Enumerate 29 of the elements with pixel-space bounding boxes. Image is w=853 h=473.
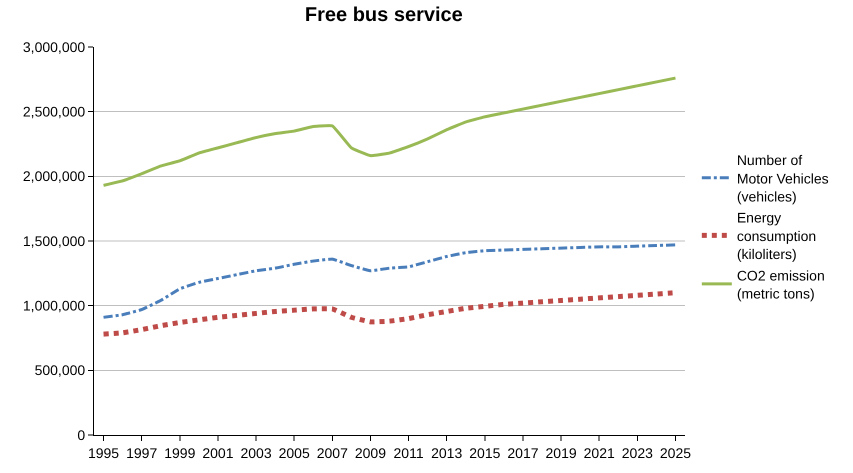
y-tick-label: 0 — [77, 426, 86, 443]
x-tick-label: 2007 — [316, 444, 348, 461]
x-tick-label: 2009 — [354, 444, 386, 461]
line-series — [102, 76, 677, 187]
y-tick-label: 500,000 — [34, 362, 86, 378]
x-tick-label: 2021 — [584, 444, 615, 461]
y-tick-label: 2,500,000 — [22, 104, 86, 120]
x-tick-label: 2015 — [469, 444, 501, 461]
x-tick-label: 2023 — [622, 444, 654, 461]
legend-label: Number of Motor Vehicles (vehicles) — [736, 152, 829, 204]
y-tick-label: 1,500,000 — [22, 232, 86, 249]
y-tick-label: 3,000,000 — [22, 38, 86, 55]
x-tick-label: 1999 — [164, 444, 196, 461]
x-tick-label: 2025 — [660, 444, 692, 461]
x-tick-label: 2001 — [202, 444, 234, 461]
y-tick-label: 1,000,000 — [22, 298, 86, 314]
legend-label: Energy consumption (kiloliters) — [736, 210, 816, 262]
chart-title: Free bus service — [304, 4, 463, 26]
x-tick-label: 2017 — [507, 444, 539, 461]
x-tick-label: 2019 — [546, 444, 577, 461]
legend-label: CO2 emission (metric tons) — [736, 267, 825, 302]
x-tick-label: 1995 — [88, 444, 120, 461]
x-tick-label: 2011 — [394, 444, 424, 461]
x-tick-label: 1997 — [126, 444, 158, 461]
x-tick-label: 2013 — [431, 444, 462, 461]
line-series — [102, 243, 677, 319]
y-tick-label: 2,000,000 — [22, 168, 86, 184]
x-tick-label: 2003 — [240, 444, 272, 461]
x-tick-label: 2005 — [278, 444, 310, 461]
